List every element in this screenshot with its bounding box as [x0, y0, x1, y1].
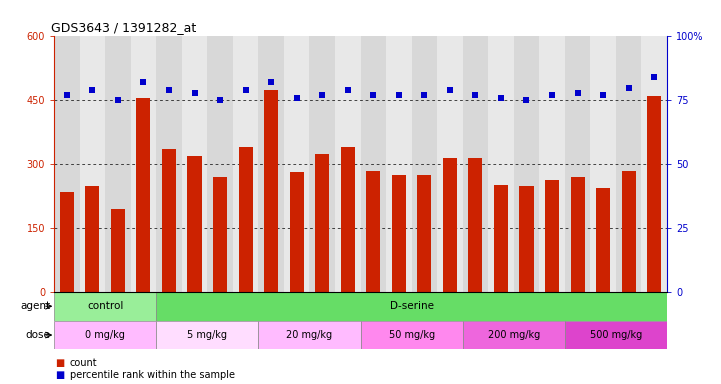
Text: agent: agent — [20, 301, 50, 311]
Point — [87, 87, 98, 93]
Bar — [360, 36, 386, 292]
Bar — [565, 36, 590, 292]
Bar — [642, 36, 667, 292]
Bar — [335, 36, 360, 292]
Bar — [386, 36, 412, 292]
Point — [419, 92, 430, 98]
Text: ■: ■ — [56, 358, 65, 367]
Bar — [105, 36, 131, 292]
Text: 500 mg/kg: 500 mg/kg — [590, 330, 642, 340]
Bar — [315, 154, 329, 292]
Point — [138, 79, 149, 86]
Bar — [647, 96, 661, 292]
Bar — [488, 36, 514, 292]
Bar — [392, 175, 406, 292]
Point — [495, 95, 507, 101]
Point — [163, 87, 174, 93]
Point — [521, 97, 532, 103]
Bar — [341, 147, 355, 292]
Bar — [60, 192, 74, 292]
Bar — [131, 36, 156, 292]
Bar — [463, 321, 565, 349]
Bar — [545, 180, 559, 292]
Point — [444, 87, 456, 93]
Bar — [463, 36, 488, 292]
Point — [342, 87, 353, 93]
Point — [393, 92, 404, 98]
Text: 50 mg/kg: 50 mg/kg — [389, 330, 435, 340]
Bar — [309, 36, 335, 292]
Point — [597, 92, 609, 98]
Point — [368, 92, 379, 98]
Point — [547, 92, 558, 98]
Bar — [437, 36, 463, 292]
Bar — [54, 36, 79, 292]
Bar — [290, 172, 304, 292]
Point — [112, 97, 124, 103]
Text: count: count — [70, 358, 97, 367]
Point — [189, 89, 200, 96]
Bar — [208, 36, 233, 292]
Point — [240, 87, 252, 93]
Bar — [360, 321, 463, 349]
Bar — [54, 321, 156, 349]
Bar — [412, 36, 437, 292]
Bar — [622, 170, 636, 292]
Point — [648, 74, 660, 80]
Bar — [156, 292, 667, 321]
Bar — [469, 158, 482, 292]
Text: 200 mg/kg: 200 mg/kg — [487, 330, 540, 340]
Bar — [156, 36, 182, 292]
Bar — [513, 36, 539, 292]
Bar — [443, 158, 457, 292]
Bar — [519, 186, 534, 292]
Bar — [136, 98, 151, 292]
Point — [214, 97, 226, 103]
Point — [291, 95, 302, 101]
Point — [317, 92, 328, 98]
Bar — [54, 292, 156, 321]
Bar — [258, 36, 284, 292]
Point — [623, 84, 634, 91]
Text: 20 mg/kg: 20 mg/kg — [286, 330, 332, 340]
Bar — [264, 90, 278, 292]
Bar — [284, 36, 309, 292]
Text: GDS3643 / 1391282_at: GDS3643 / 1391282_at — [51, 21, 196, 34]
Point — [572, 89, 583, 96]
Bar — [366, 170, 380, 292]
Bar — [616, 36, 642, 292]
Bar — [162, 149, 176, 292]
Text: control: control — [87, 301, 123, 311]
Bar — [111, 209, 125, 292]
Bar — [239, 147, 252, 292]
Bar — [156, 321, 258, 349]
Bar — [79, 36, 105, 292]
Bar — [417, 175, 431, 292]
Bar — [539, 36, 565, 292]
Bar — [494, 185, 508, 292]
Point — [265, 79, 277, 86]
Bar — [233, 36, 258, 292]
Text: D-serine: D-serine — [389, 301, 433, 311]
Point — [61, 92, 73, 98]
Bar — [258, 321, 360, 349]
Bar — [182, 36, 208, 292]
Text: percentile rank within the sample: percentile rank within the sample — [70, 370, 235, 381]
Bar — [570, 177, 585, 292]
Text: ■: ■ — [56, 370, 65, 381]
Text: dose: dose — [25, 330, 50, 340]
Bar — [213, 177, 227, 292]
Bar — [590, 36, 616, 292]
Text: 0 mg/kg: 0 mg/kg — [85, 330, 125, 340]
Text: 5 mg/kg: 5 mg/kg — [187, 330, 227, 340]
Bar — [187, 156, 202, 292]
Bar — [85, 186, 99, 292]
Bar — [565, 321, 667, 349]
Bar — [596, 187, 610, 292]
Point — [469, 92, 481, 98]
